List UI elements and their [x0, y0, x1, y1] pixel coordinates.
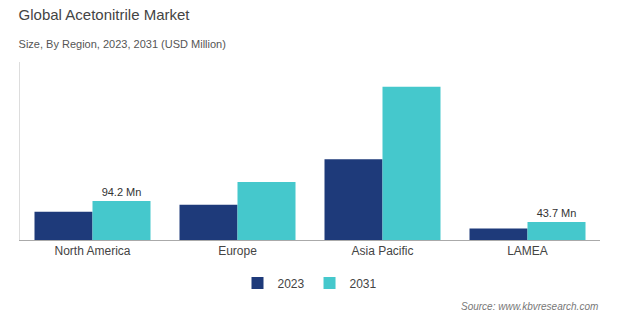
- svg-text:Size, By Region, 2023, 2031 (U: Size, By Region, 2023, 2031 (USD Million…: [19, 38, 226, 50]
- svg-text:Asia Pacific: Asia Pacific: [351, 244, 413, 258]
- svg-text:LAMEA: LAMEA: [507, 244, 548, 258]
- svg-text:2023: 2023: [278, 277, 305, 291]
- svg-text:2031: 2031: [350, 277, 377, 291]
- svg-text:Source: www.kbvresearch.com: Source: www.kbvresearch.com: [461, 301, 598, 312]
- svg-text:94.2 Mn: 94.2 Mn: [102, 186, 142, 198]
- svg-text:Europe: Europe: [218, 244, 257, 258]
- svg-text:North America: North America: [54, 244, 130, 258]
- svg-text:Global Acetonitrile Market: Global Acetonitrile Market: [19, 6, 191, 23]
- svg-text:43.7 Mn: 43.7 Mn: [537, 207, 577, 219]
